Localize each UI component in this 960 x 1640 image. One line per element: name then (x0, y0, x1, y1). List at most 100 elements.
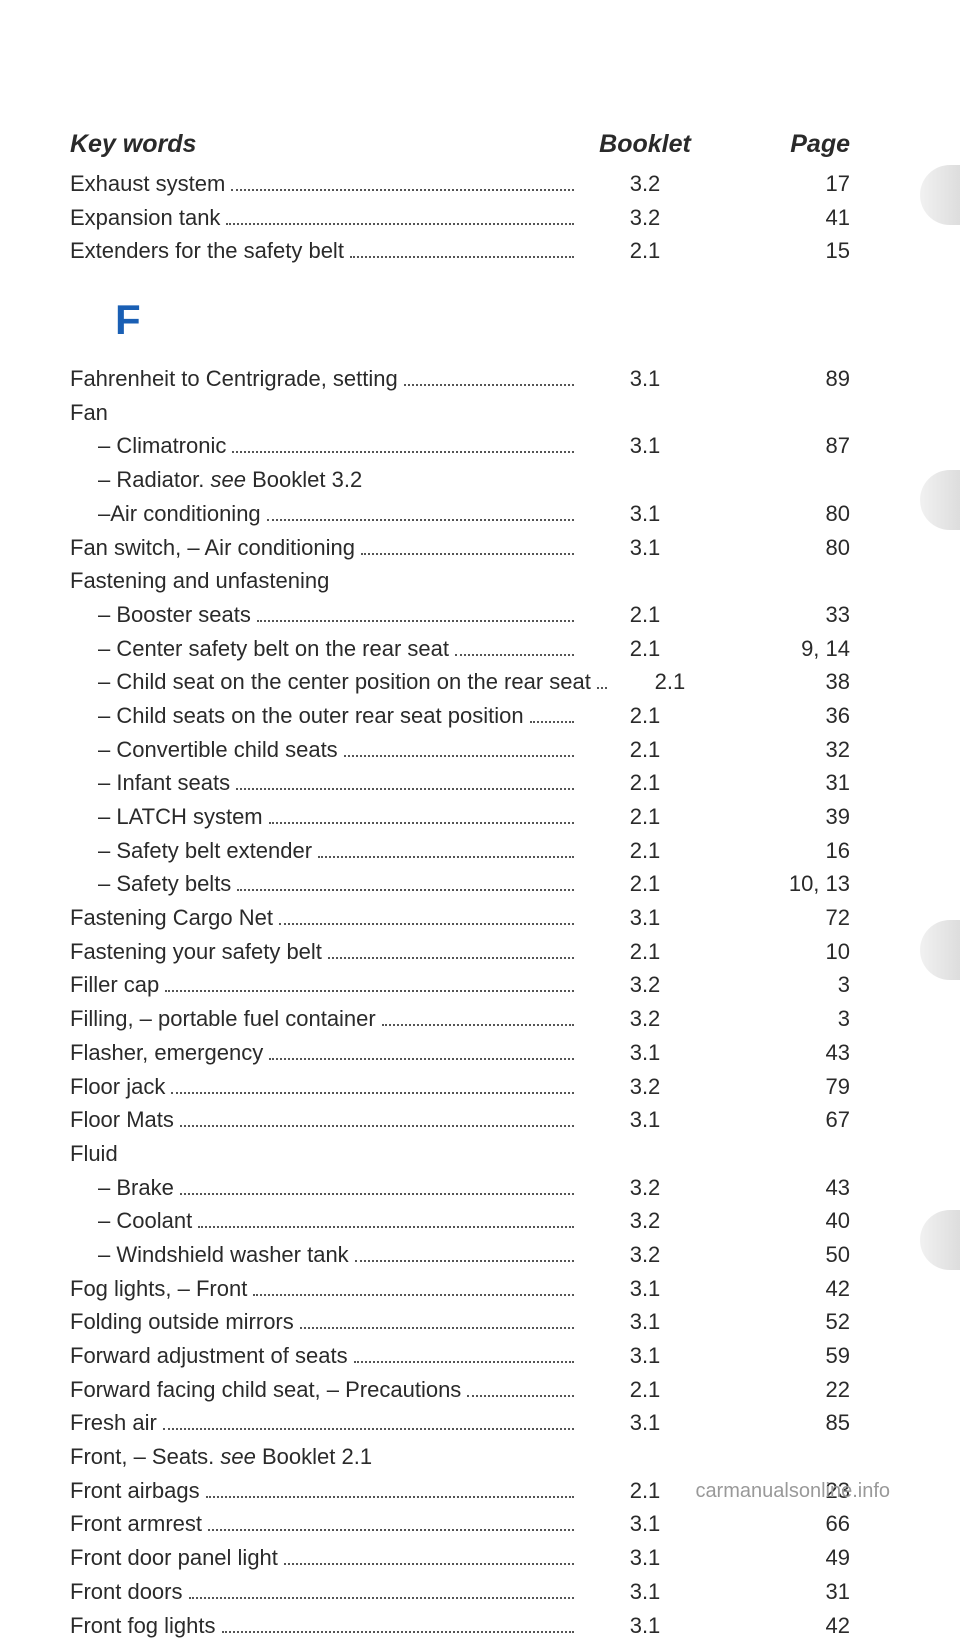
index-entry: Front door panel light3.149 (70, 1543, 850, 1573)
entry-booklet: 3.2 (580, 1004, 710, 1034)
entry-text: – Coolant (70, 1206, 192, 1236)
index-entry: Fahrenheit to Centrigrade, setting 3.189 (70, 364, 850, 394)
entry-text: Folding outside mirrors (70, 1307, 294, 1337)
entry-text: – Radiator. see Booklet 3.2 (70, 465, 362, 495)
index-entry: – Safety belt extender2.116 (70, 836, 850, 866)
entry-booklet: 2.1 (580, 1375, 710, 1405)
entry-page: 33 (710, 600, 850, 630)
entry-booklet: 2.1 (580, 634, 710, 664)
entry-booklet: 2.1 (580, 236, 710, 266)
leader-dots (467, 1395, 574, 1397)
entry-text: Fastening Cargo Net (70, 903, 273, 933)
entry-page: 87 (710, 431, 850, 461)
entry-text: Front doors (70, 1577, 183, 1607)
leader-dots (257, 620, 574, 622)
index-entry: Front fog lights3.142 (70, 1611, 850, 1640)
index-entry: Fastening and unfastening (70, 566, 850, 596)
entry-booklet: 3.1 (580, 1274, 710, 1304)
section-f-entries: Fahrenheit to Centrigrade, setting3.189F… (70, 364, 850, 1640)
entry-page: 42 (710, 1274, 850, 1304)
entry-page: 52 (710, 1307, 850, 1337)
leader-dots (189, 1597, 575, 1599)
section-letter-f: F (115, 296, 850, 344)
entry-text: Fahrenheit to Centrigrade, setting (70, 364, 398, 394)
entry-text: Forward facing child seat, – Precautions (70, 1375, 461, 1405)
leader-dots (163, 1428, 574, 1430)
entry-booklet: 3.1 (580, 499, 710, 529)
page-tab (920, 470, 960, 530)
entry-text: Filling, – portable fuel container (70, 1004, 376, 1034)
leader-dots (267, 519, 574, 521)
header-booklet: Booklet (580, 130, 710, 159)
index-entry: – Convertible child seats2.132 (70, 735, 850, 765)
entry-text: Front fog lights (70, 1611, 216, 1640)
entry-text: Front armrest (70, 1509, 202, 1539)
entry-page: 66 (710, 1509, 850, 1539)
leader-dots (318, 856, 574, 858)
entry-page: 17 (710, 169, 850, 199)
entry-page: 49 (710, 1543, 850, 1573)
entry-page: 10, 13 (710, 869, 850, 899)
entry-booklet: 2.1 (580, 869, 710, 899)
leader-dots (208, 1529, 574, 1531)
entry-booklet: 3.1 (580, 1307, 710, 1337)
entry-booklet: 3.1 (580, 1105, 710, 1135)
leader-dots (455, 654, 574, 656)
index-entry: – Booster seats2.133 (70, 600, 850, 630)
index-entry: – Infant seats2.131 (70, 768, 850, 798)
entry-page: 16 (710, 836, 850, 866)
entry-page: 80 (710, 533, 850, 563)
entry-page: 31 (710, 768, 850, 798)
leader-dots (354, 1361, 574, 1363)
entry-page: 43 (710, 1038, 850, 1068)
index-entry: Extenders for the safety belt2.115 (70, 236, 850, 266)
leader-dots (180, 1125, 574, 1127)
leader-dots (231, 189, 574, 191)
entry-page: 40 (710, 1206, 850, 1236)
entry-page: 36 (710, 701, 850, 731)
index-content: Key words Booklet Page Exhaust system3.2… (70, 130, 850, 1640)
leader-dots (328, 957, 574, 959)
entry-booklet: 3.2 (580, 1206, 710, 1236)
index-entry: Forward facing child seat, – Precautions… (70, 1375, 850, 1405)
leader-dots (171, 1092, 574, 1094)
index-entry: Front, – Seats. see Booklet 2.1 (70, 1442, 850, 1472)
entry-text: Expansion tank (70, 203, 220, 233)
entry-booklet: 3.1 (580, 1543, 710, 1573)
entry-booklet: 2.1 (580, 1476, 710, 1506)
entry-booklet: 2.1 (580, 735, 710, 765)
index-entry: – Safety belts2.110, 13 (70, 869, 850, 899)
entry-booklet: 3.1 (580, 364, 710, 394)
entry-booklet: 3.2 (580, 1240, 710, 1270)
index-entry: Folding outside mirrors 3.152 (70, 1307, 850, 1337)
entry-text: – Convertible child seats (70, 735, 338, 765)
entry-booklet: 2.1 (580, 836, 710, 866)
index-entry: – Coolant 3.240 (70, 1206, 850, 1236)
leader-dots (355, 1260, 574, 1262)
index-entry: Fresh air3.185 (70, 1408, 850, 1438)
leader-dots (253, 1294, 574, 1296)
index-entry: Floor jack3.279 (70, 1072, 850, 1102)
index-entry: Filling, – portable fuel container3.23 (70, 1004, 850, 1034)
leader-dots (236, 788, 574, 790)
header-page: Page (710, 130, 850, 159)
entry-page: 3 (710, 970, 850, 1000)
index-entry: Flasher, emergency3.143 (70, 1038, 850, 1068)
entry-text: Fastening and unfastening (70, 566, 329, 596)
entry-text: Fresh air (70, 1408, 157, 1438)
index-entry: Fluid (70, 1139, 850, 1169)
leader-dots (284, 1563, 574, 1565)
entry-page: 89 (710, 364, 850, 394)
index-entry: Expansion tank3.241 (70, 203, 850, 233)
entry-text: Exhaust system (70, 169, 225, 199)
index-entry: – LATCH system2.139 (70, 802, 850, 832)
entry-text: – Climatronic (70, 431, 226, 461)
leader-dots (206, 1496, 574, 1498)
entry-text: Fan switch, – Air conditioning (70, 533, 355, 563)
leader-dots (382, 1024, 574, 1026)
index-entry: Fastening Cargo Net3.172 (70, 903, 850, 933)
entry-text: – Center safety belt on the rear seat (70, 634, 449, 664)
entry-page: 31 (710, 1577, 850, 1607)
entry-text: Forward adjustment of seats (70, 1341, 348, 1371)
entry-text: Flasher, emergency (70, 1038, 263, 1068)
